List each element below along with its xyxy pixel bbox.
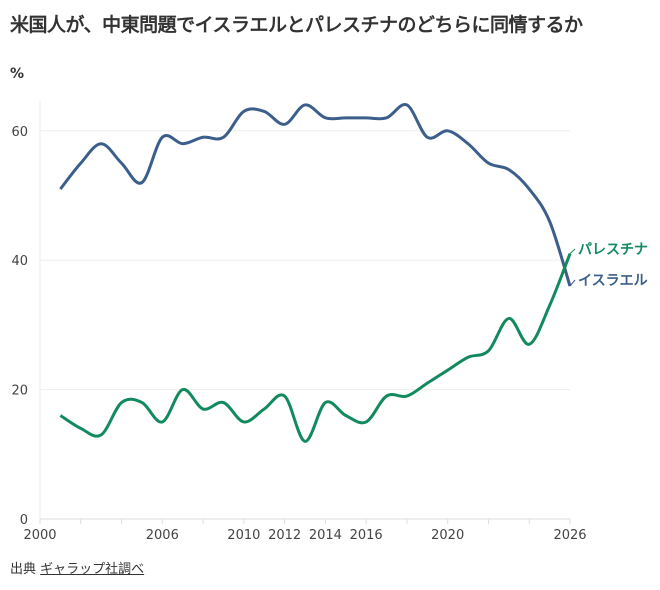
source-note: 出典 ギャラップ社調べ: [10, 558, 144, 577]
x-tick-label: 2014: [309, 528, 342, 543]
source-link[interactable]: ギャラップ社調べ: [40, 562, 145, 577]
series-line-palestine: [59, 253, 572, 443]
label-leader: [569, 279, 576, 287]
y-axis-unit: %: [10, 66, 25, 82]
source-prefix: 出典: [10, 562, 37, 577]
x-tick-label: 2016: [350, 528, 383, 543]
x-tick-label: 2012: [268, 528, 301, 543]
y-tick-label: 40: [11, 254, 28, 269]
series-line-israel: [59, 102, 572, 287]
x-tick-label: 2000: [23, 528, 56, 543]
chart-title: 米国人が、中東問題でイスラエルとパレスチナのどちらに同情するか: [10, 14, 583, 36]
x-tick-label: 2026: [553, 528, 586, 543]
y-tick-label: 60: [11, 125, 28, 140]
x-tick-label: 2006: [146, 528, 179, 543]
label-leader: [569, 248, 576, 255]
x-tick-label: 2010: [227, 528, 260, 543]
series-label: パレスチナ: [578, 242, 648, 258]
y-tick-label: 0: [20, 513, 28, 528]
y-tick-label: 20: [11, 384, 28, 399]
series-label: イスラエル: [578, 273, 648, 289]
x-tick-label: 2020: [431, 528, 464, 543]
